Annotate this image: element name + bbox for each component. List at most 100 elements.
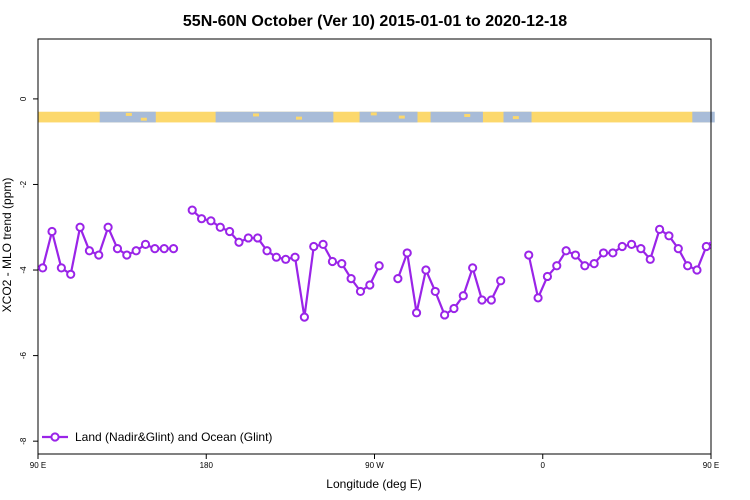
data-point [365,280,375,290]
data-point [103,222,113,232]
data-point [740,264,747,271]
data-point [570,250,581,260]
data-point [225,226,235,237]
data-point [94,250,104,260]
data-point [449,303,459,314]
x-tick-label: 180 [200,461,214,470]
data-point [150,244,160,254]
series-line [527,227,711,302]
plot-area [37,38,712,455]
map-strip-island-5 [398,115,405,119]
data-point [56,263,66,273]
data-point [402,248,412,258]
map-strip-island-6 [464,113,471,117]
data-point [337,259,347,269]
data-point [215,222,225,232]
data-point [393,273,403,284]
data-point [683,261,693,271]
data-point [271,252,281,262]
data-point [645,254,655,264]
x-axis: 90 E 180 90 W 0 90 E [30,453,719,470]
data-point [196,214,207,224]
data-point [468,263,478,273]
y-tick-label: -8 [19,437,28,445]
data-point [542,271,553,282]
data-point [355,286,366,297]
x-tick-label: 0 [541,461,546,470]
map-strip-ocean-3 [430,111,483,123]
series-clipped [38,205,747,322]
data-point [692,265,702,275]
y-tick-label: -6 [19,351,28,359]
map-strip-island-4 [370,112,377,116]
data-point [608,248,618,258]
legend-label: Land (Nadir&Glint) and Ocean (Glint) [75,430,272,444]
data-point [617,241,627,252]
data-point [721,264,728,271]
data-point [159,244,169,254]
data-point [262,246,272,256]
data-point [701,241,711,252]
x-tick-label: 90 W [365,461,384,470]
data-point [486,295,496,305]
data-point [664,231,674,241]
y-axis: 0 -2 -4 -6 -8 [19,96,38,445]
map-strip-ocean-5 [692,111,715,123]
y-tick-label: 0 [19,96,28,101]
data-point [589,259,599,269]
series-layer [38,205,747,322]
data-point [552,261,562,271]
data-point [318,239,328,249]
data-point [346,273,356,284]
data-point [458,291,468,301]
data-point [243,233,253,243]
data-point [374,261,384,271]
data-point [654,224,665,234]
data-point [168,244,179,254]
data-point [524,250,534,260]
data-point [636,244,646,254]
map-strip-island-0 [125,112,132,116]
data-point [421,265,431,275]
data-point [411,308,422,318]
data-point [309,241,319,252]
data-point [712,234,719,241]
data-point [206,216,216,226]
plot-frame [37,38,712,455]
data-point [290,252,300,262]
data-point [253,233,263,243]
data-point [626,239,637,249]
x-axis-title: Longitude (deg E) [326,477,421,491]
legend: Land (Nadir&Glint) and Ocean (Glint) [42,430,272,444]
data-point [112,244,123,254]
data-point [598,248,609,258]
series-0 [38,205,747,322]
data-point [561,246,571,256]
data-point [84,246,95,256]
y-tick-label: -4 [19,266,28,274]
map-strip-island-7 [512,116,519,120]
map-strip-island-3 [295,116,302,120]
x-tick-label: 90 E [30,461,46,470]
chart-title: 55N-60N October (Ver 10) 2015-01-01 to 2… [183,13,567,30]
data-point [66,269,76,279]
data-point [299,312,309,322]
data-point [47,226,57,237]
data-point [122,250,132,260]
y-tick-label: -2 [19,180,28,188]
data-point [580,261,590,271]
map-strip-ocean-0 [99,111,156,123]
data-point [496,276,506,286]
x-tick-label: 90 E [703,461,719,470]
data-point [281,254,291,264]
data-point [131,246,141,256]
data-point [440,310,450,320]
data-point [187,205,197,215]
y-axis-title: XCO2 - MLO trend (ppm) [0,178,14,313]
map-strip-island-2 [252,113,259,117]
data-point [38,263,48,273]
data-point [430,286,440,297]
data-point [477,295,487,305]
data-point [75,222,85,232]
